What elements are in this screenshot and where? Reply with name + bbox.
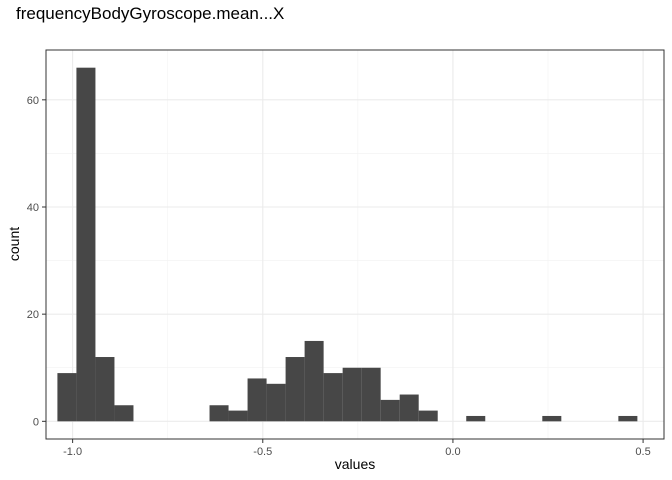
x-tick-label: 0.5 (635, 446, 650, 458)
chart-title: frequencyBodyGyroscope.mean...X (16, 4, 285, 23)
histogram-bar (380, 399, 400, 422)
y-tick-label: 40 (27, 202, 39, 214)
y-tick-label: 0 (33, 416, 39, 428)
plot-border (45, 49, 665, 440)
x-tick-label: -0.5 (253, 446, 272, 458)
grid-lines (46, 50, 664, 439)
histogram-bar (618, 415, 638, 422)
histogram-bar (57, 373, 77, 422)
histogram-bar (76, 67, 96, 422)
histogram-bar (542, 415, 562, 422)
histogram-bar (114, 405, 134, 422)
histogram-bar (323, 373, 343, 422)
histogram-bar (418, 410, 438, 422)
y-tick-label: 20 (27, 309, 39, 321)
histogram-bars (57, 67, 638, 422)
x-tick-label: 0.0 (445, 446, 460, 458)
y-tick-label: 60 (27, 95, 39, 107)
histogram-bar (228, 410, 248, 422)
histogram-bar (95, 357, 115, 422)
histogram-bar (304, 340, 324, 422)
histogram-bar (466, 415, 486, 422)
histogram-bar (361, 367, 381, 422)
x-axis-title: values (335, 456, 375, 472)
histogram-bar (247, 378, 267, 422)
y-axis-title: count (6, 227, 22, 261)
x-axis-ticks: -1.0 -0.5 0.0 0.5 (63, 439, 651, 458)
histogram-bar (285, 357, 305, 422)
histogram-bar (209, 405, 229, 422)
histogram-bar (342, 367, 362, 422)
y-axis-ticks: 0 20 40 60 (27, 95, 46, 428)
histogram-bar (266, 383, 286, 422)
histogram-bar (399, 394, 419, 422)
x-tick-label: -1.0 (63, 446, 82, 458)
